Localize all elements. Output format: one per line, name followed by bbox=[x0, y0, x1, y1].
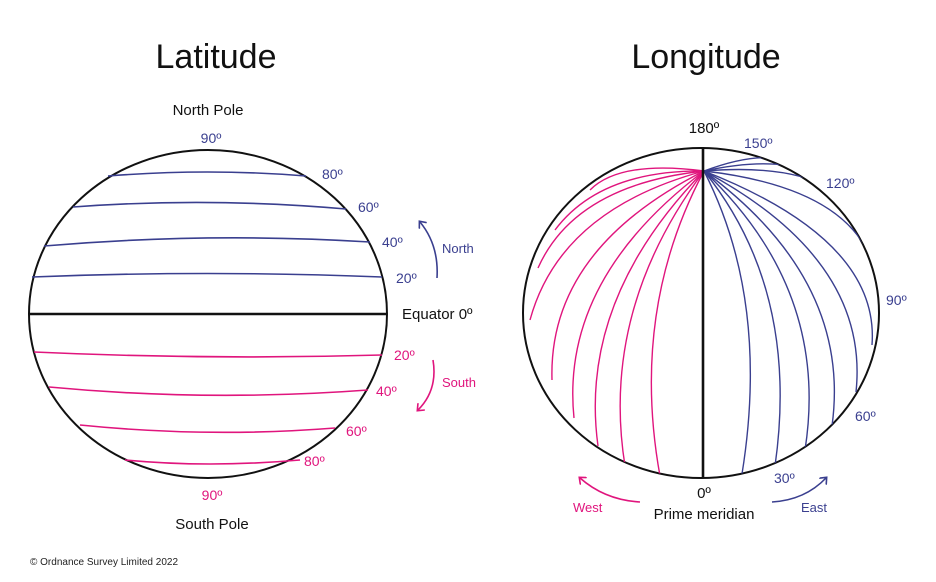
meridian-west bbox=[589, 167, 705, 191]
lat-label-80n: 80º bbox=[322, 166, 343, 182]
lon-label-120: 120º bbox=[826, 175, 854, 191]
south-90-label: 90º bbox=[202, 487, 223, 503]
latitude-line-80n bbox=[107, 171, 307, 177]
meridian-group bbox=[529, 156, 879, 477]
prime-degree-label: 0º bbox=[697, 485, 711, 502]
east-arrow-label: East bbox=[801, 500, 827, 515]
equator-label: Equator 0º bbox=[402, 306, 473, 323]
lat-label-60s: 60º bbox=[346, 423, 367, 439]
latitude-title: Latitude bbox=[156, 38, 277, 76]
north-90-label: 90º bbox=[201, 130, 222, 146]
longitude-globe bbox=[522, 147, 880, 479]
latitude-line-80s bbox=[124, 459, 301, 465]
meridian-west bbox=[551, 170, 705, 381]
north-arrow bbox=[420, 222, 438, 279]
west-arrow bbox=[580, 478, 641, 503]
prime-meridian-label: Prime meridian bbox=[654, 506, 755, 523]
meridian-west bbox=[537, 170, 705, 269]
meridian-west bbox=[554, 170, 705, 231]
meridian-west bbox=[594, 170, 705, 447]
lat-label-20s: 20º bbox=[394, 347, 415, 363]
latitude-line-40n bbox=[43, 237, 371, 247]
latitude-line-60s bbox=[79, 424, 336, 434]
meridian-west bbox=[650, 170, 705, 477]
lon-label-150: 150º bbox=[744, 135, 772, 151]
lat-label-40s: 40º bbox=[376, 383, 397, 399]
latitude-line-40s bbox=[48, 386, 369, 397]
longitude-title: Longitude bbox=[631, 38, 780, 76]
longitude-panel: Longitude 180º bbox=[522, 38, 907, 523]
lat-label-60n: 60º bbox=[358, 199, 379, 215]
lat-label-40n: 40º bbox=[382, 234, 403, 250]
south-pole-label: South Pole bbox=[175, 516, 248, 533]
east-arrow bbox=[771, 478, 826, 503]
lat-label-20n: 20º bbox=[396, 270, 417, 286]
latitude-line-20s bbox=[33, 351, 383, 358]
latitude-line-60n bbox=[72, 201, 347, 210]
north-pole-label: North Pole bbox=[173, 102, 244, 119]
meridian-east bbox=[703, 170, 810, 451]
meridian-east bbox=[703, 170, 781, 467]
lat-label-80s: 80º bbox=[304, 453, 325, 469]
meridian-east bbox=[703, 170, 836, 427]
meridian-east bbox=[703, 170, 874, 346]
meridian-west bbox=[619, 170, 705, 467]
west-arrow-label: West bbox=[573, 500, 603, 515]
south-arrow-label: South bbox=[442, 375, 476, 390]
copyright-notice: © Ordnance Survey Limited 2022 bbox=[30, 557, 178, 568]
latitude-line-20n bbox=[31, 272, 383, 278]
south-arrow bbox=[418, 359, 435, 410]
lon-label-90: 90º bbox=[886, 292, 907, 308]
lon-label-30: 30º bbox=[774, 470, 795, 486]
meridian-west bbox=[529, 170, 705, 321]
meridian-west bbox=[572, 170, 705, 419]
meridian-east bbox=[703, 170, 752, 475]
latitude-panel: Latitude North Pole 90º 80º 60º 40º 20º … bbox=[28, 38, 476, 533]
meridian-east bbox=[703, 170, 858, 393]
longitude-180-label: 180º bbox=[689, 120, 720, 137]
lon-label-60: 60º bbox=[855, 408, 876, 424]
north-arrow-label: North bbox=[442, 241, 474, 256]
